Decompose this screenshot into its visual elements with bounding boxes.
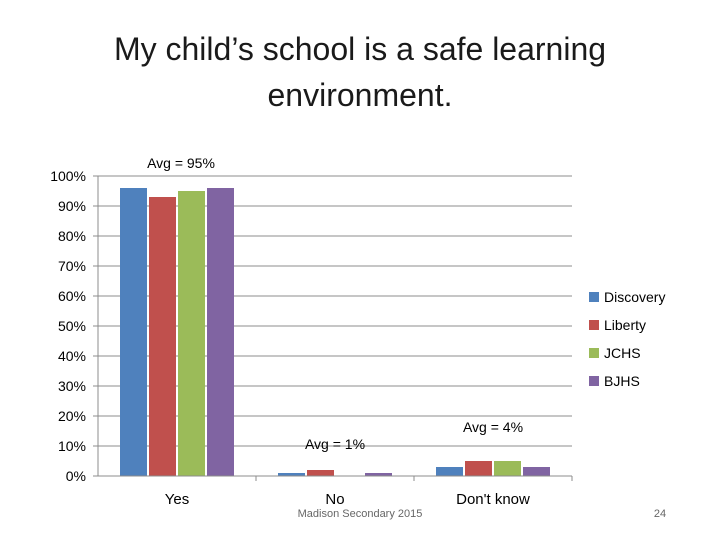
bar [436, 467, 463, 476]
bar [120, 188, 147, 476]
y-tick-label: 70% [58, 258, 86, 274]
x-tick-label: Don't know [456, 491, 530, 508]
y-tick-label: 90% [58, 198, 86, 214]
legend-label: Liberty [604, 317, 646, 333]
bar [278, 473, 305, 476]
legend: Discovery Liberty JCHS BJHS [589, 289, 665, 389]
y-tick-label: 80% [58, 228, 86, 244]
bar [307, 470, 334, 476]
y-tick-label: 100% [50, 168, 86, 184]
bar [465, 461, 492, 476]
legend-swatch [589, 320, 599, 330]
page-number: 24 [653, 508, 667, 520]
y-tick-label: 20% [58, 408, 86, 424]
y-tick-label: 60% [58, 288, 86, 304]
legend-swatch [589, 376, 599, 386]
y-tick-label: 30% [58, 378, 86, 394]
footer-text: Madison Secondary 2015 [297, 508, 423, 520]
avg-annotation: Avg = 95% [147, 155, 215, 171]
x-tick-label: No [325, 491, 344, 508]
gridlines [98, 175, 572, 477]
legend-label: BJHS [604, 373, 640, 389]
y-tick-label: 50% [58, 318, 86, 334]
legend-swatch [589, 348, 599, 358]
bars [120, 188, 550, 476]
annotations: Avg = 95% Avg = 1% Avg = 4% [147, 155, 523, 452]
chart-title: My child’s school is a safe learning env… [113, 31, 607, 113]
bar [523, 467, 550, 476]
y-tick-label: 0% [66, 468, 86, 484]
bar [207, 188, 234, 476]
y-axis: 0% 10% 20% 30% 40% 50% 60% 70% 80% 90% 100% [50, 168, 99, 484]
bar [365, 473, 392, 476]
x-axis: Yes No Don't know [98, 475, 573, 508]
legend-swatch [589, 292, 599, 302]
avg-annotation: Avg = 4% [463, 419, 523, 435]
legend-label: JCHS [604, 345, 641, 361]
x-tick-label: Yes [165, 491, 189, 508]
legend-label: Discovery [604, 289, 665, 305]
avg-annotation: Avg = 1% [305, 436, 365, 452]
y-tick-label: 40% [58, 348, 86, 364]
bar [494, 461, 521, 476]
bar [149, 197, 176, 476]
y-tick-label: 10% [58, 438, 86, 454]
bar [178, 191, 205, 476]
